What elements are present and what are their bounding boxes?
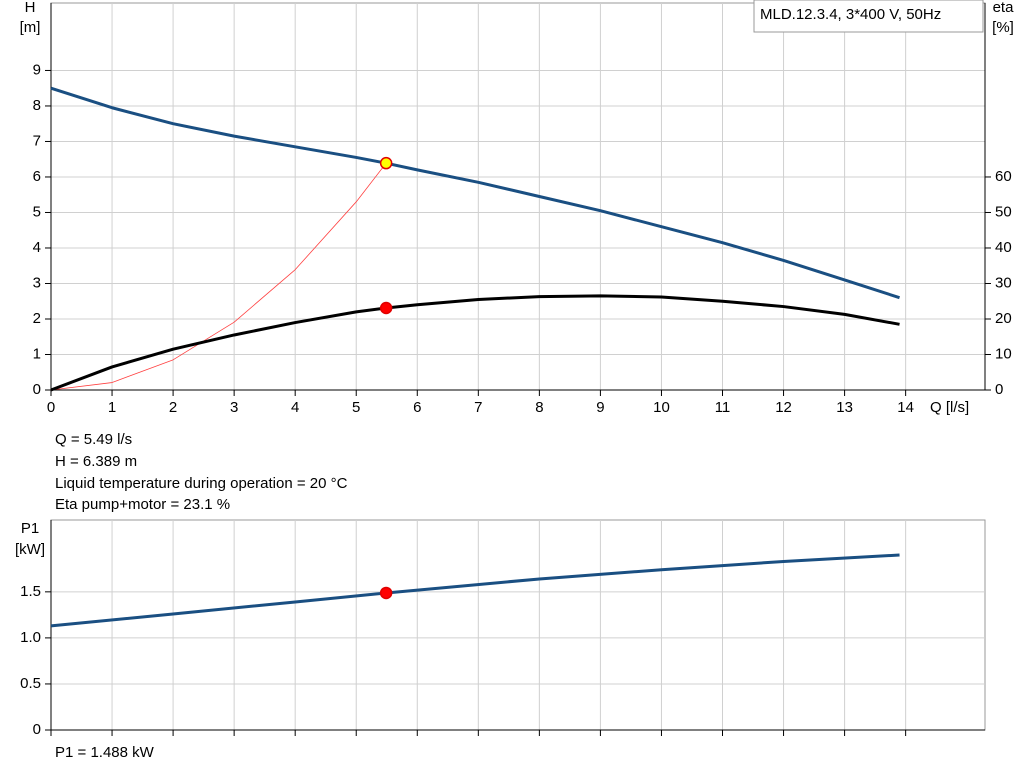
y-tick-label: 1.5 — [20, 583, 41, 600]
operating-point — [379, 301, 393, 315]
x-tick-label: 14 — [897, 399, 914, 416]
x-tick-label: 1 — [108, 399, 116, 416]
annotation: Eta pump+motor = 23.1 % — [55, 496, 230, 513]
y-tick-label: 4 — [33, 239, 41, 256]
operating-point — [379, 156, 393, 170]
y-tick-label: 0 — [33, 381, 41, 398]
y2-tick-label: 40 — [995, 239, 1012, 256]
y-axis-label: P1 — [21, 520, 39, 537]
y-tick-label: 6 — [33, 168, 41, 185]
x-tick-label: 8 — [535, 399, 543, 416]
y-tick-label: 3 — [33, 274, 41, 291]
y-axis-label: [kW] — [15, 541, 45, 558]
x-tick-label: 7 — [474, 399, 482, 416]
x-tick-label: 11 — [715, 399, 731, 416]
y2-tick-label: 0 — [995, 381, 1003, 398]
y-tick-label: 9 — [33, 61, 41, 78]
y2-tick-label: 60 — [995, 168, 1012, 185]
y-tick-label: 2 — [33, 310, 41, 327]
x-tick-label: 2 — [169, 399, 177, 416]
y2-tick-label: 10 — [995, 345, 1012, 362]
legend-text: MLD.12.3.4, 3*400 V, 50Hz — [760, 6, 941, 23]
operating-point — [379, 586, 393, 600]
y-axis-label: H — [25, 0, 36, 16]
y-tick-label: 1.0 — [20, 629, 41, 646]
series-line — [50, 162, 387, 391]
y-tick-label: 0 — [33, 721, 41, 738]
y2-tick-label: 30 — [995, 274, 1012, 291]
x-tick-label: 4 — [291, 399, 299, 416]
x-axis-label: Q [l/s] — [930, 399, 969, 416]
y-tick-label: 0.5 — [20, 675, 41, 692]
annotation: P1 = 1.488 kW — [55, 744, 155, 761]
x-tick-label: 3 — [230, 399, 238, 416]
y-axis-label: [m] — [20, 19, 41, 36]
y2-tick-label: 50 — [995, 203, 1012, 220]
x-tick-label: 6 — [413, 399, 421, 416]
annotation: Q = 5.49 l/s — [55, 431, 132, 448]
y-tick-label: 1 — [33, 345, 41, 362]
plot-area — [50, 2, 986, 391]
y2-axis-label: eta — [993, 0, 1015, 16]
y-tick-label: 7 — [33, 132, 41, 149]
series-line — [50, 86, 900, 300]
annotation: H = 6.389 m — [55, 453, 137, 470]
y-tick-label: 5 — [33, 203, 41, 220]
y2-axis-label: [%] — [992, 19, 1014, 36]
x-tick-label: 9 — [596, 399, 604, 416]
x-tick-label: 13 — [836, 399, 853, 416]
series-line — [50, 553, 900, 628]
annotation: Liquid temperature during operation = 20… — [55, 475, 348, 492]
y-tick-label: 8 — [33, 97, 41, 114]
series-line — [50, 294, 900, 392]
x-tick-label: 5 — [352, 399, 360, 416]
x-tick-label: 12 — [775, 399, 792, 416]
legend-box — [753, 0, 984, 33]
x-tick-label: 10 — [653, 399, 670, 416]
x-tick-label: 0 — [47, 399, 55, 416]
y2-tick-label: 20 — [995, 310, 1012, 327]
